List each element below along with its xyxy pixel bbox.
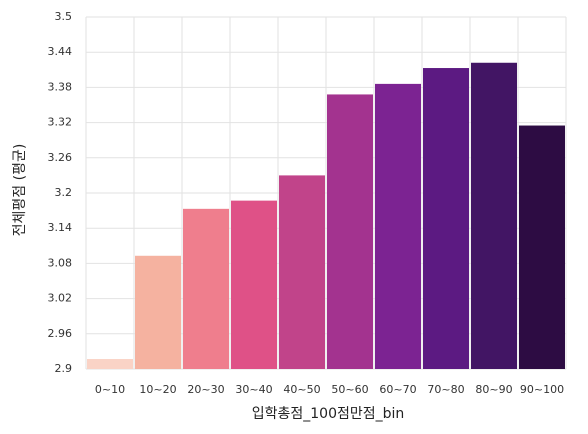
y-tick-label: 3.02: [48, 292, 73, 305]
bar: [327, 94, 373, 369]
x-tick-label: 20~30: [187, 383, 224, 396]
y-tick-label: 2.96: [48, 327, 73, 340]
y-tick-label: 3.14: [48, 221, 73, 234]
bar: [279, 175, 325, 369]
y-tick-label: 3.32: [48, 116, 73, 129]
bar: [375, 83, 421, 369]
x-tick-label: 0~10: [95, 383, 125, 396]
y-tick-label: 3.38: [48, 80, 73, 93]
bar: [135, 255, 181, 369]
y-tick-label: 3.2: [55, 186, 73, 199]
bar: [231, 200, 277, 369]
x-tick-label: 50~60: [331, 383, 368, 396]
bar: [87, 359, 133, 369]
y-tick-label: 3.26: [48, 151, 73, 164]
x-tick-label: 80~90: [475, 383, 512, 396]
bar: [519, 125, 565, 370]
bar: [471, 62, 517, 369]
y-tick-label: 2.9: [55, 362, 73, 375]
x-tick-label: 60~70: [379, 383, 416, 396]
y-tick-label: 3.44: [48, 45, 73, 58]
x-axis-title: 입학총점_100점만점_bin: [252, 406, 405, 422]
x-tick-label: 70~80: [427, 383, 464, 396]
bar: [183, 208, 229, 369]
y-tick-label: 3.5: [55, 10, 73, 23]
x-tick-label: 90~100: [520, 383, 564, 396]
x-tick-label: 30~40: [235, 383, 272, 396]
y-tick-label: 3.08: [48, 256, 73, 269]
y-axis-title: 전체평점 (평균): [12, 144, 28, 237]
x-tick-label: 40~50: [283, 383, 320, 396]
bar: [423, 68, 469, 369]
x-tick-label: 10~20: [139, 383, 176, 396]
